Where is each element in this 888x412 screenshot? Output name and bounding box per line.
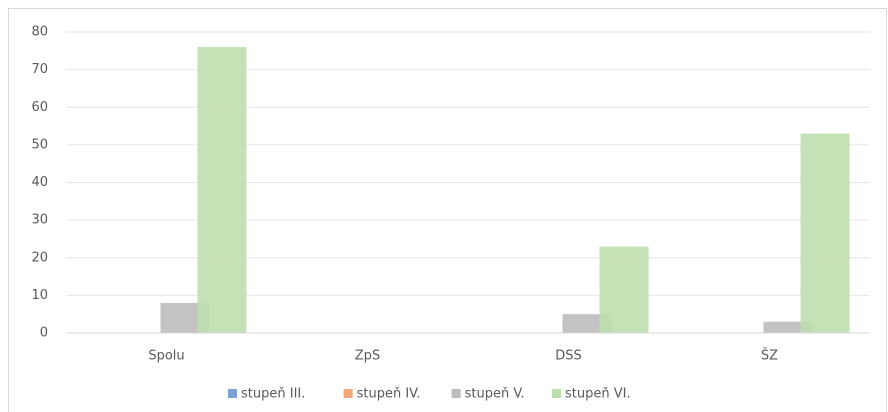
bar [599,246,649,333]
chart-frame [8,8,887,412]
x-tick-label: ŠZ [761,348,778,364]
legend-label: stupeň IV. [357,387,421,402]
y-tick-label: 80 [31,25,48,40]
bar [562,314,612,333]
x-tick-label: ZpS [355,349,380,364]
x-tick-label: DSS [555,349,582,364]
legend-label: stupeň V. [465,387,525,402]
legend-label: stupeň III. [241,387,305,402]
legend-swatch [228,389,237,398]
y-tick-label: 0 [40,326,48,341]
y-tick-label: 10 [31,288,48,303]
y-tick-label: 30 [31,213,48,228]
bar [800,133,850,333]
legend-swatch [552,389,561,398]
legend-label: stupeň VI. [565,387,631,402]
y-tick-label: 40 [31,175,48,190]
y-tick-label: 60 [31,100,48,115]
x-tick-label: Spolu [148,349,184,364]
y-tick-label: 70 [31,62,48,77]
legend-swatch [343,389,353,398]
y-tick-label: 50 [31,137,48,152]
bar [763,321,813,333]
bar [197,47,247,334]
legend-swatch [451,389,461,398]
y-tick-label: 20 [31,250,48,265]
